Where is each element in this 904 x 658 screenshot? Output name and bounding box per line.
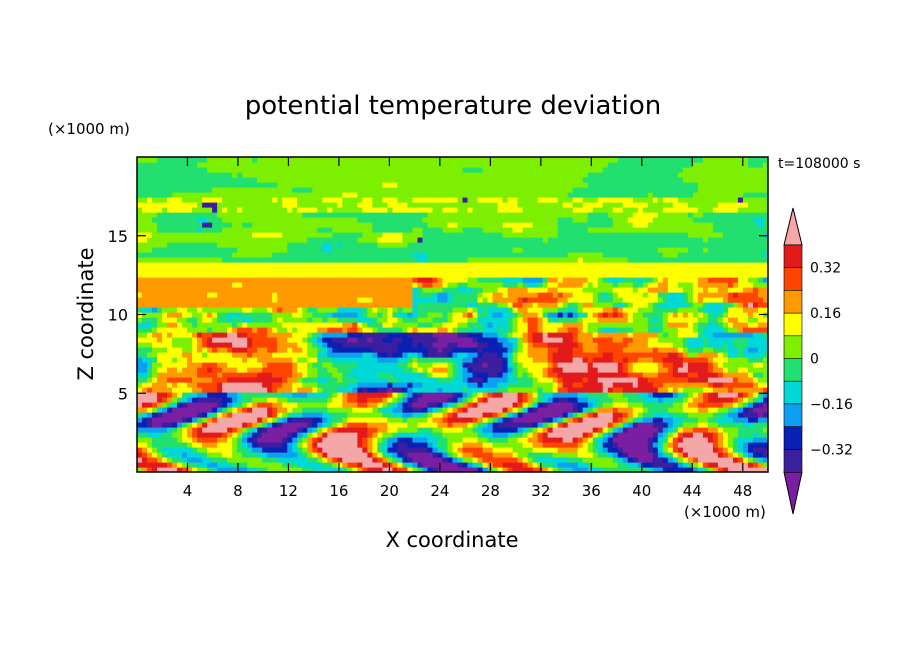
chart-title: potential temperature deviation (245, 91, 661, 121)
colorbar: 0.32 0.16 0 −0.16 −0.32 (784, 208, 853, 514)
x-tick-label: 48 (733, 482, 752, 500)
colorbar-label: −0.16 (810, 397, 853, 413)
x-tick-label: 20 (380, 482, 399, 500)
colorbar-label: 0 (810, 352, 819, 368)
colorbar-bin (784, 268, 802, 291)
y-tick-label: 5 (118, 384, 128, 403)
x-axis-label: X coordinate (385, 528, 518, 552)
x-tick-label: 12 (279, 482, 298, 500)
y-unit-label: (×1000 m) (48, 120, 130, 138)
colorbar-bin (784, 245, 802, 268)
x-tick-label: 4 (183, 482, 193, 500)
x-tick-label: 36 (582, 482, 601, 500)
y-tick-label: 10 (108, 306, 128, 325)
x-tick-label: 28 (481, 482, 500, 500)
x-tick-label: 8 (233, 482, 243, 500)
colorbar-bin (784, 427, 802, 450)
colorbar-bin (784, 290, 802, 313)
y-axis-label: Z coordinate (74, 247, 98, 380)
time-label: t=108000 s (778, 156, 860, 172)
x-tick-label: 32 (531, 482, 550, 500)
colorbar-bin (784, 336, 802, 359)
contour-field (137, 157, 769, 473)
colorbar-label: −0.32 (810, 442, 853, 458)
colorbar-bin (784, 381, 802, 404)
x-tick-label: 24 (430, 482, 449, 500)
x-tick-label: 44 (683, 482, 702, 500)
x-unit-label: (×1000 m) (684, 503, 766, 521)
colorbar-bin (784, 313, 802, 336)
colorbar-bottom-arrow (784, 472, 802, 514)
y-tick-label: 15 (108, 227, 128, 246)
colorbar-label: 0.32 (810, 261, 841, 277)
colorbar-top-arrow (784, 208, 802, 245)
colorbar-bin (784, 404, 802, 427)
x-tick-label: 16 (329, 482, 348, 500)
colorbar-bin (784, 449, 802, 472)
colorbar-label: 0.16 (810, 306, 841, 322)
x-tick-label: 40 (632, 482, 651, 500)
colorbar-bin (784, 359, 802, 382)
